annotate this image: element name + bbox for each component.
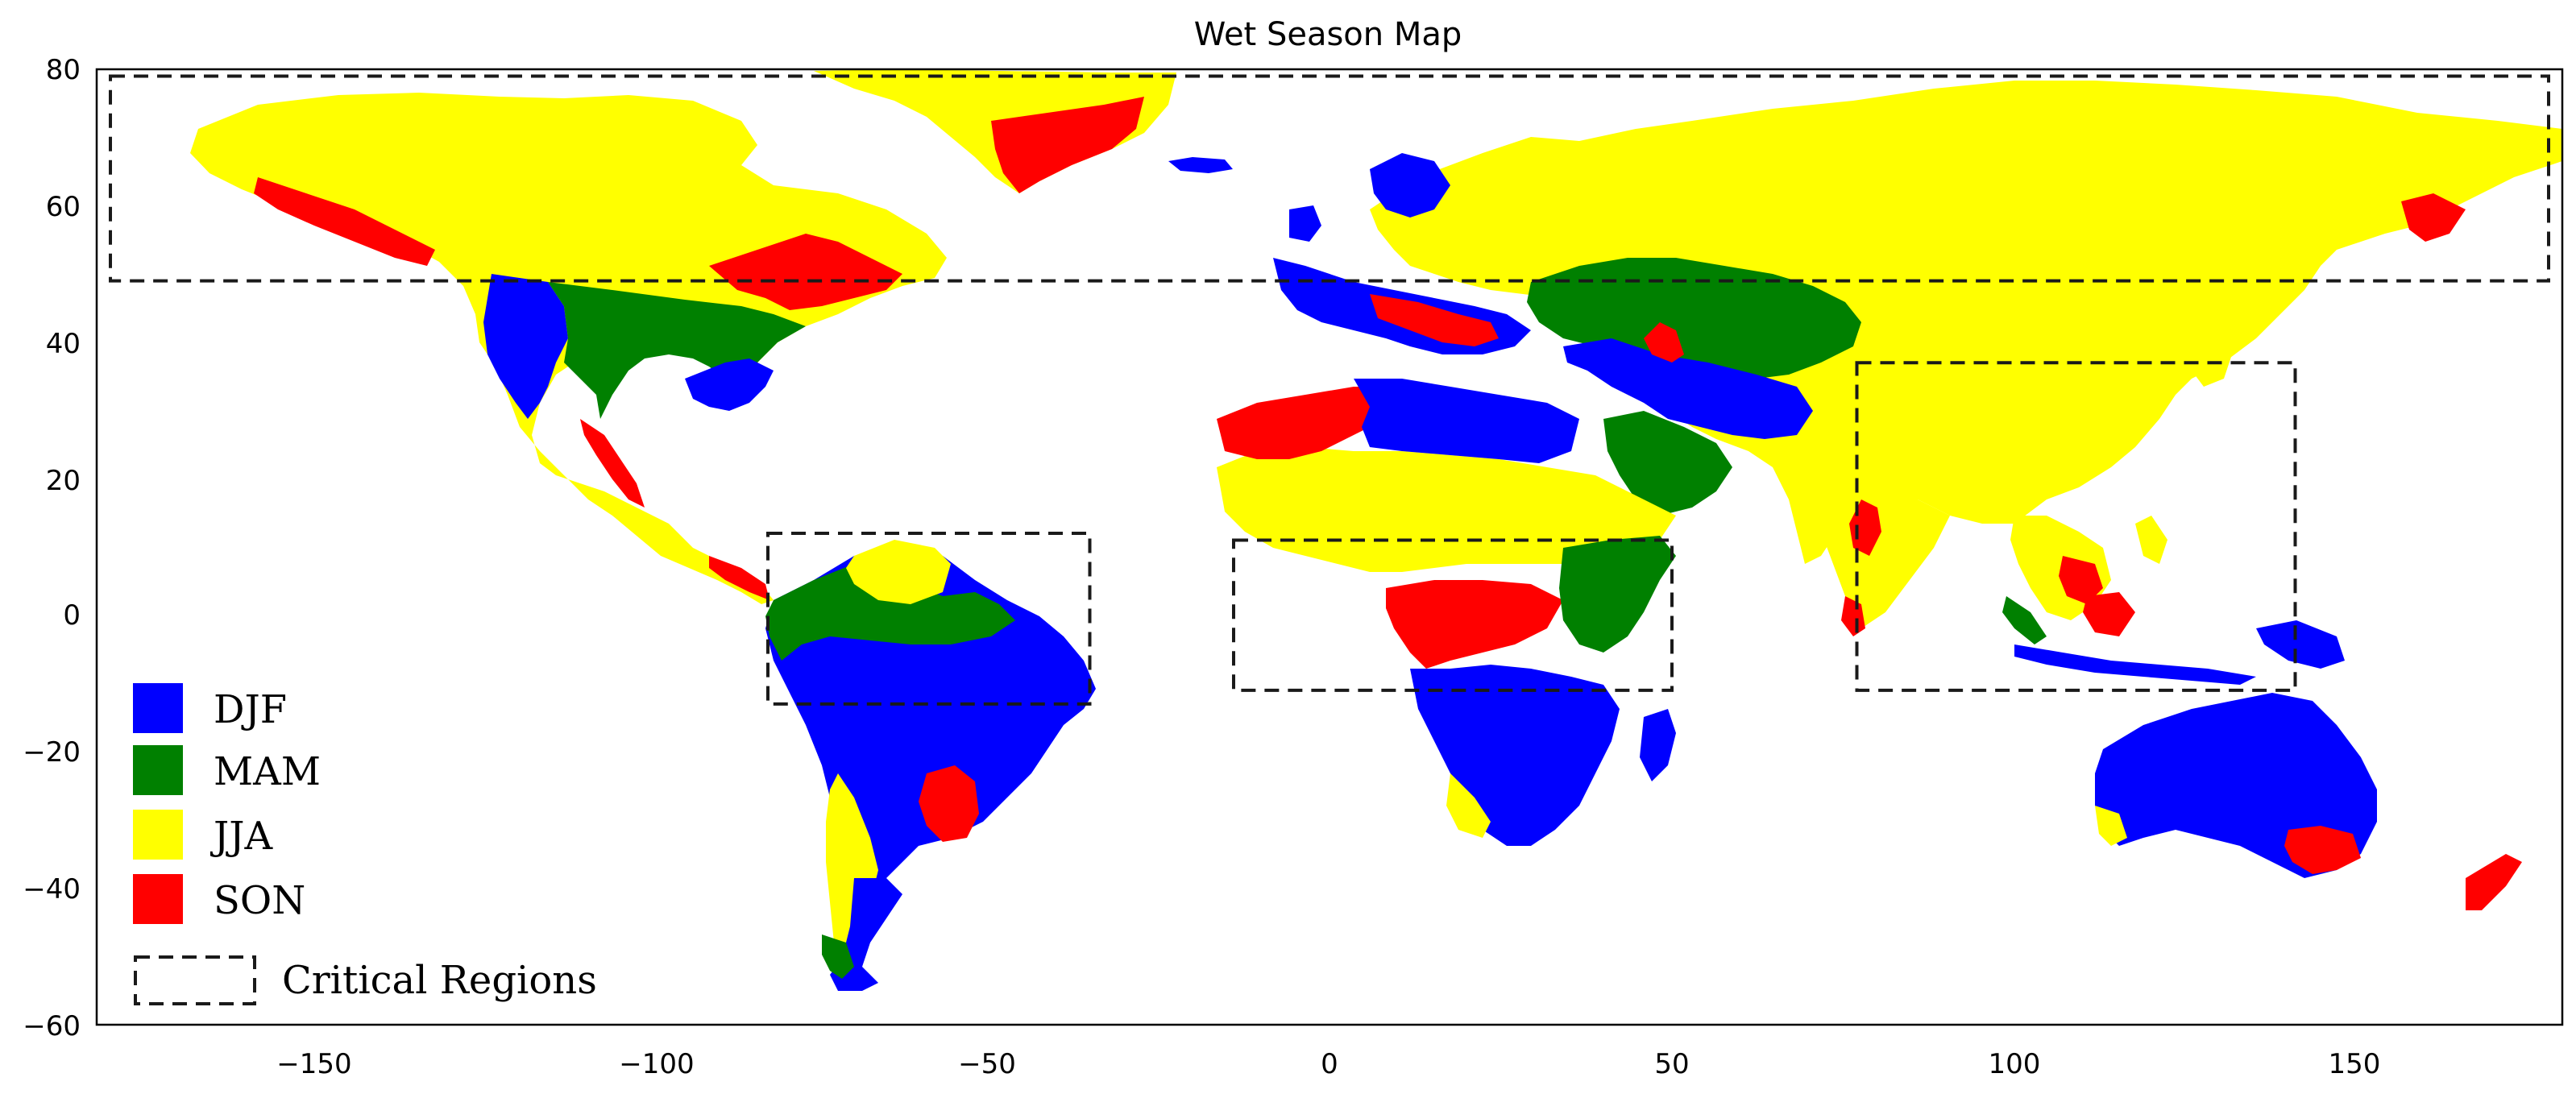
x-tick-label: −50: [958, 1048, 1016, 1080]
critical-region-box-2: [766, 532, 1092, 706]
patagonia-mam: [822, 934, 854, 979]
critical-regions-layer: [109, 74, 2550, 706]
critical-region-box-1: [109, 74, 2550, 283]
north-america-son-north: [709, 234, 902, 310]
south-america: [765, 540, 1096, 991]
north-america-djf-east: [685, 358, 774, 411]
map-plot-area: [109, 69, 2562, 991]
legend-item-son: SON: [133, 874, 305, 924]
legend-label-jja: JJA: [209, 814, 273, 859]
south-america-son: [919, 765, 979, 842]
legend-label-mam: MAM: [214, 749, 321, 794]
iceland: [1168, 157, 1233, 173]
southeast-asia-son: [2059, 556, 2103, 604]
legend-label-djf: DJF: [214, 687, 287, 732]
british-isles: [1289, 205, 1321, 242]
legend-swatch-mam: [133, 745, 183, 795]
south-america-jja: [846, 540, 951, 604]
plot-frame: [95, 68, 2564, 1026]
y-tick-label: −60: [23, 1010, 81, 1042]
greenland-son: [991, 97, 1144, 193]
legend-item-mam: MAM: [133, 745, 321, 795]
north-america-son-nw: [254, 177, 435, 266]
africa: [1217, 379, 1676, 846]
critical-region-box-4: [1855, 361, 2297, 692]
north-america-djf: [483, 274, 568, 419]
x-tick-label: −150: [276, 1048, 351, 1080]
australia-west-jja: [2095, 806, 2127, 846]
y-tick-label: 60: [46, 191, 81, 223]
scandinavia-djf: [1370, 153, 1450, 218]
x-tick-label: 50: [1654, 1048, 1689, 1080]
critical-region-box-3: [1232, 538, 1674, 692]
y-tick-label: 20: [46, 465, 81, 497]
north-america: [190, 93, 947, 604]
indonesia-djf: [2014, 644, 2256, 685]
y-axis: 80 60 40 20 0 −20 −40 −60: [23, 54, 81, 1042]
borneo-son: [2083, 592, 2135, 636]
y-tick-label: −40: [23, 873, 81, 905]
india-south-son: [1841, 596, 1865, 636]
central-america-son: [709, 556, 769, 600]
middle-east-djf: [1563, 338, 1813, 439]
y-tick-label: 40: [46, 328, 81, 360]
africa-central-son: [1386, 580, 1563, 669]
kamchatka-son: [2401, 193, 2466, 242]
x-axis: −150 −100 −50 0 50 100 150: [276, 1048, 2380, 1080]
y-tick-label: −20: [23, 736, 81, 769]
north-america-mam: [548, 282, 806, 419]
philippines: [2135, 516, 2167, 564]
greenland: [814, 69, 1176, 193]
legend-swatch-son: [133, 874, 183, 924]
legend-item-jja: JJA: [133, 810, 273, 860]
y-tick-label: 80: [46, 54, 81, 86]
x-tick-label: 0: [1321, 1048, 1338, 1080]
africa-north-djf: [1354, 379, 1579, 463]
oceania: [2002, 516, 2522, 910]
y-tick-label: 0: [63, 599, 81, 632]
mexico-son: [580, 419, 645, 508]
legend-item-djf: DJF: [133, 683, 287, 733]
legend-swatch-djf: [133, 683, 183, 733]
madagascar: [1640, 709, 1676, 781]
x-tick-label: 150: [2329, 1048, 2381, 1080]
europe-son: [1370, 294, 1499, 346]
arabia-mam: [1603, 411, 1732, 516]
legend-label-son: SON: [214, 878, 305, 923]
australia-son: [2284, 826, 2361, 874]
africa-north-son: [1217, 387, 1402, 459]
eurasia-jja: [1370, 81, 2562, 564]
legend: DJF MAM JJA SON Critical Regions: [133, 683, 597, 1005]
south-america-mam: [765, 564, 1015, 661]
new-guinea: [2256, 620, 2345, 669]
africa-cape-jja: [1446, 773, 1491, 838]
legend-label-critical-regions: Critical Regions: [282, 958, 597, 1003]
new-zealand: [2466, 854, 2522, 910]
legend-item-critical-regions: Critical Regions: [134, 955, 597, 1005]
eurasia: [1273, 81, 2562, 636]
africa-south-djf: [1410, 665, 1620, 846]
land-masses: [190, 69, 2562, 991]
legend-dashed-box: [134, 955, 256, 1005]
x-tick-label: 100: [1989, 1048, 2041, 1080]
africa-east-mam: [1559, 536, 1676, 653]
map-title: Wet Season Map: [1194, 16, 1462, 53]
x-tick-label: −100: [619, 1048, 694, 1080]
siberia-son: [1644, 322, 1684, 363]
legend-swatch-jja: [133, 810, 183, 860]
sumatra-mam: [2002, 596, 2047, 644]
